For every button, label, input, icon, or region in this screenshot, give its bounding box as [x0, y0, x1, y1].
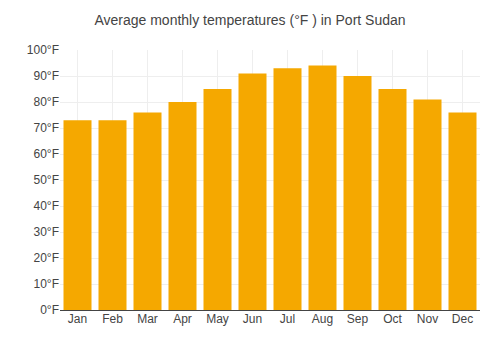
svg-text:10°F: 10°F	[34, 277, 59, 291]
svg-text:Oct: Oct	[383, 312, 402, 326]
svg-text:Jan: Jan	[68, 312, 87, 326]
svg-text:0°F: 0°F	[40, 303, 59, 317]
svg-text:Nov: Nov	[417, 312, 438, 326]
svg-text:Dec: Dec	[452, 312, 473, 326]
svg-text:60°F: 60°F	[34, 147, 59, 161]
svg-text:100°F: 100°F	[27, 43, 59, 57]
svg-text:Feb: Feb	[102, 312, 123, 326]
svg-text:Sep: Sep	[347, 312, 369, 326]
svg-text:70°F: 70°F	[34, 121, 59, 135]
svg-text:20°F: 20°F	[34, 251, 59, 265]
svg-text:Jun: Jun	[243, 312, 262, 326]
svg-text:Average monthly temperatures (: Average monthly temperatures (°F ) in Po…	[94, 12, 405, 28]
svg-text:Jul: Jul	[280, 312, 295, 326]
svg-text:30°F: 30°F	[34, 225, 59, 239]
svg-text:Aug: Aug	[312, 312, 333, 326]
svg-text:80°F: 80°F	[34, 95, 59, 109]
svg-text:90°F: 90°F	[34, 69, 59, 83]
svg-text:Mar: Mar	[137, 312, 158, 326]
svg-text:May: May	[206, 312, 229, 326]
svg-text:50°F: 50°F	[34, 173, 59, 187]
svg-text:40°F: 40°F	[34, 199, 59, 213]
svg-text:Apr: Apr	[173, 312, 192, 326]
